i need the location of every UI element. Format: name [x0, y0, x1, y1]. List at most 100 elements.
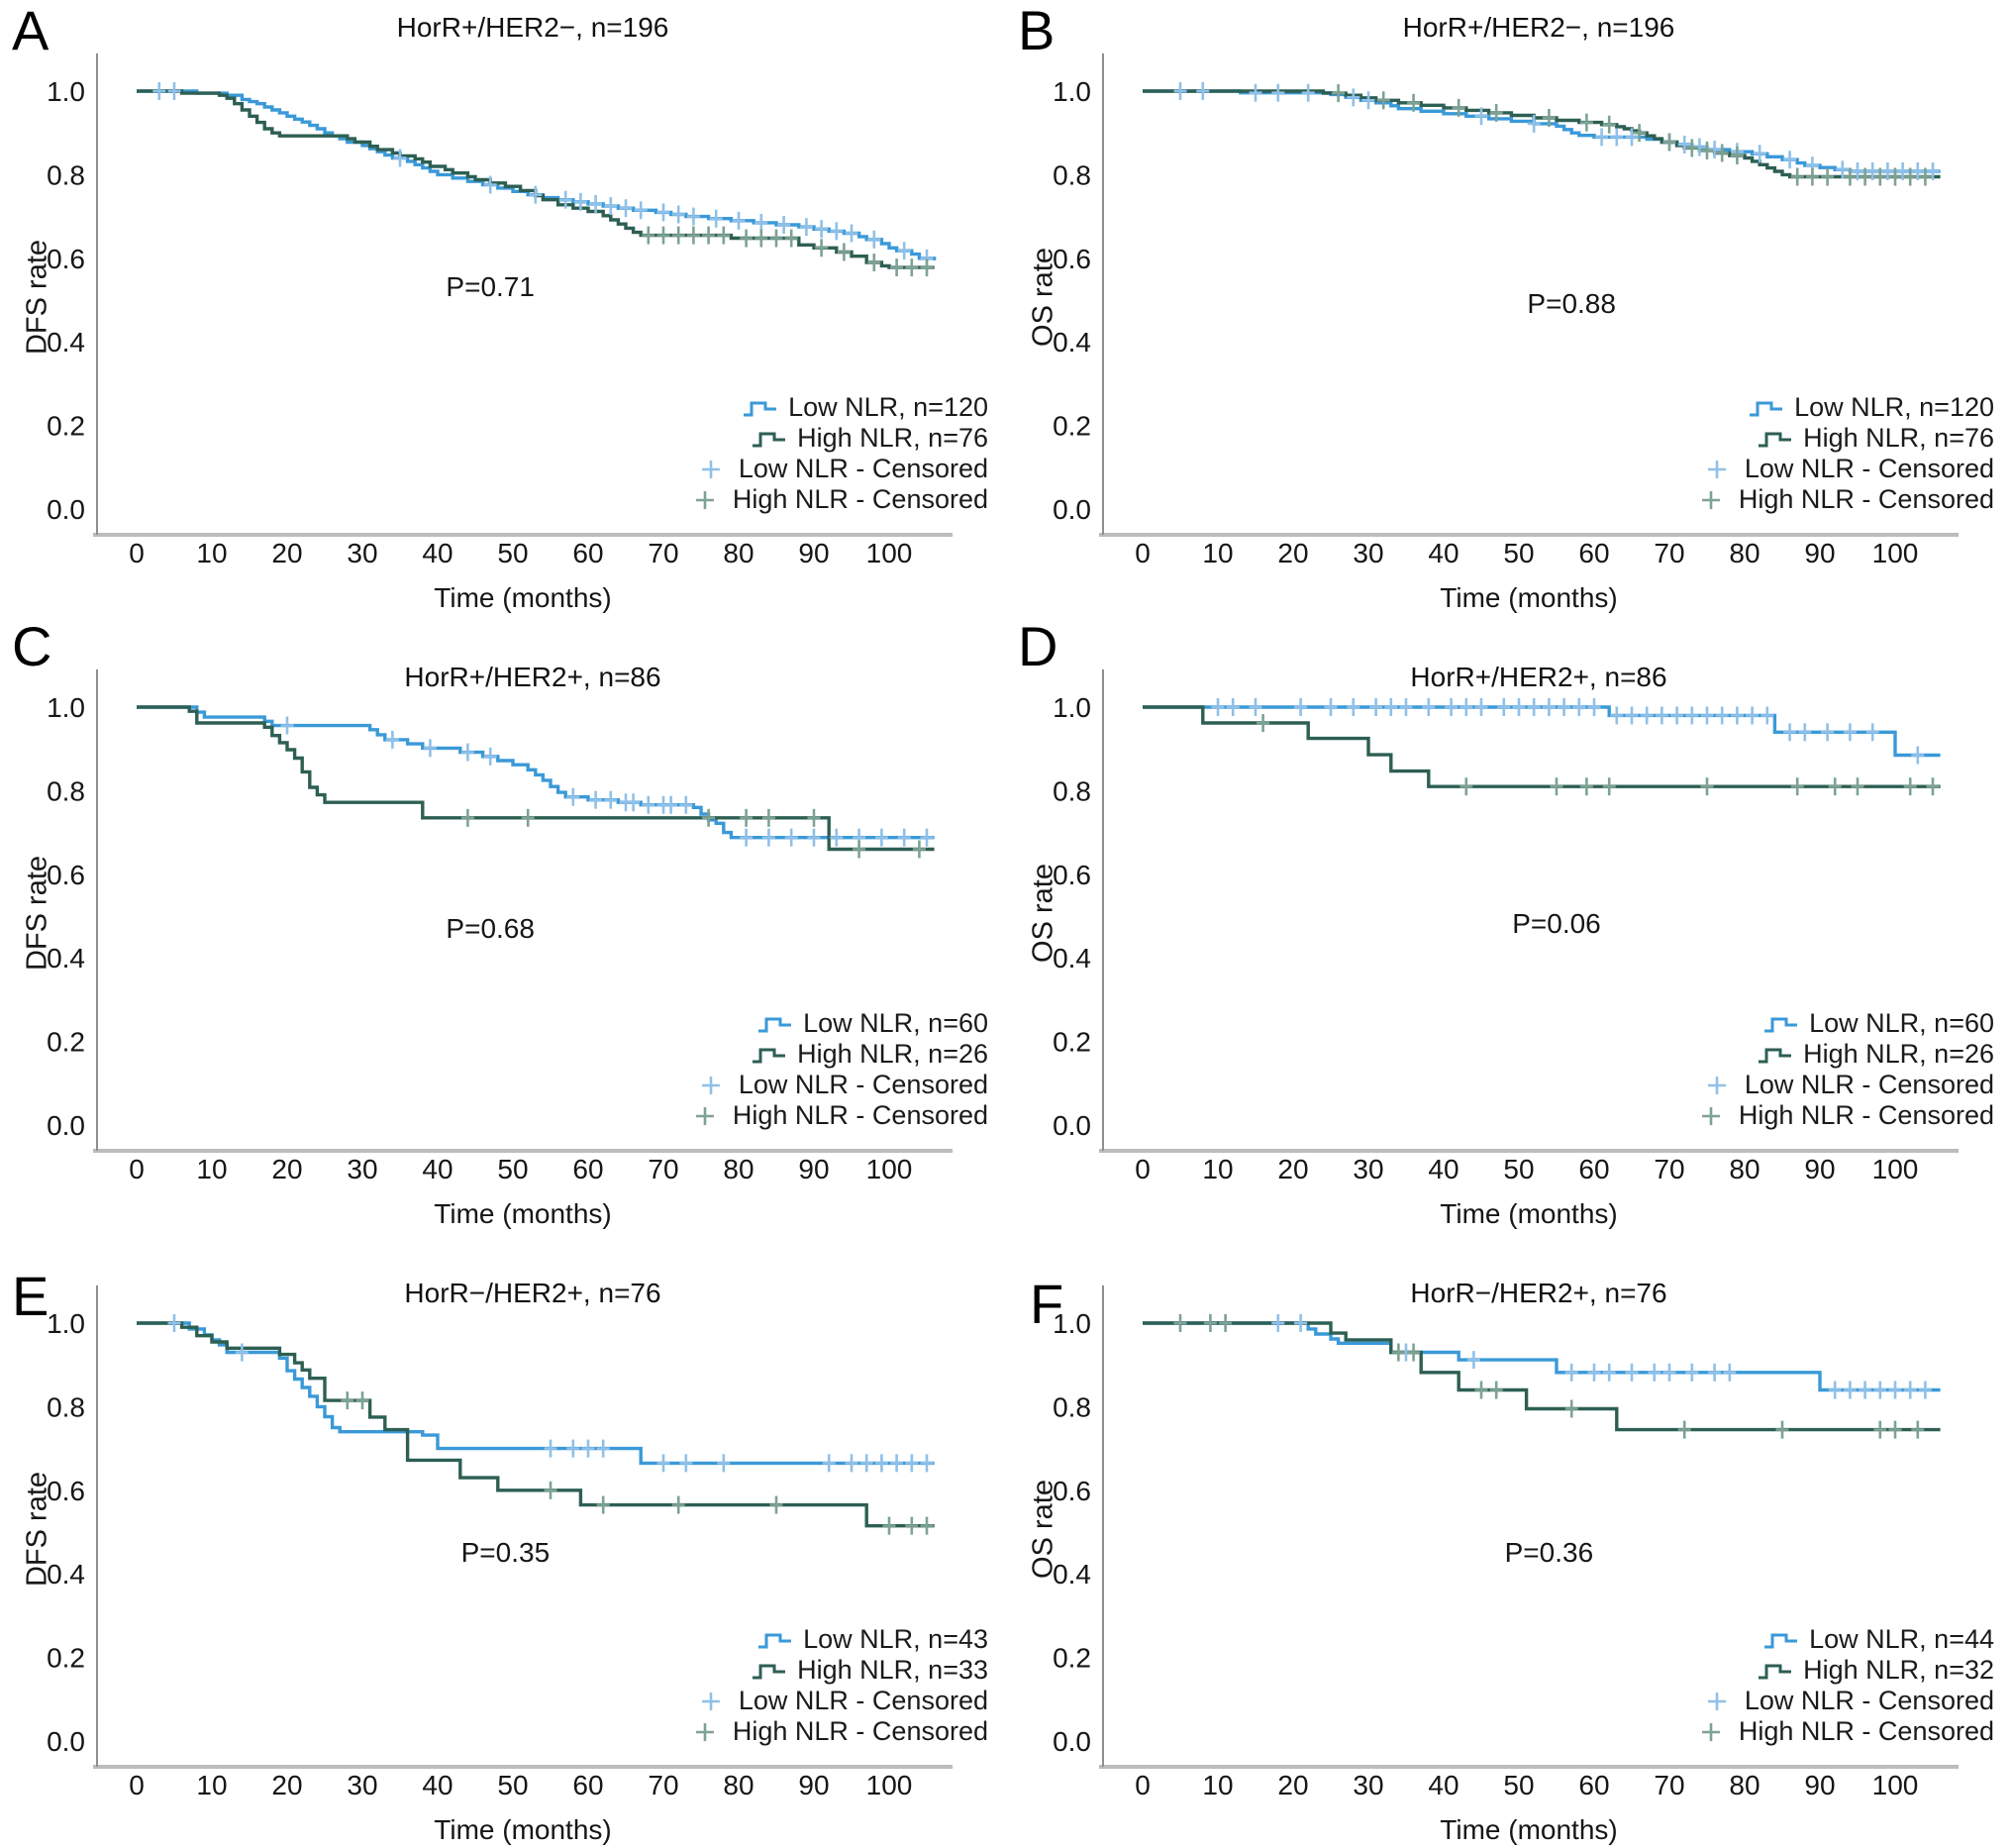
legend-label: Low NLR - Censored	[738, 1070, 988, 1099]
legend-label: High NLR, n=26	[1803, 1039, 1994, 1069]
legend-censored-low-plus-icon	[701, 1076, 720, 1094]
y-tick-label: 0.2	[47, 1643, 85, 1674]
legend-item: High NLR, n=32	[1757, 1655, 1994, 1686]
x-tick-label: 100	[1872, 1154, 1919, 1184]
legend-item: High NLR - Censored	[686, 484, 988, 515]
x-tick-label: 50	[1503, 1154, 1534, 1184]
legend-label: Low NLR - Censored	[1744, 1070, 1994, 1099]
legend-censored-high-plus-icon	[1701, 1722, 1720, 1741]
legend-line-high-nlr-icon	[1759, 432, 1792, 447]
legend-censored-low-plus-icon	[1707, 1076, 1726, 1094]
panel-title: HorR+/HER2+, n=86	[404, 662, 661, 692]
legend-label: High NLR - Censored	[1738, 1100, 1994, 1130]
legend-label: High NLR - Censored	[732, 484, 988, 514]
x-tick-label: 40	[422, 538, 453, 568]
panel-b: B HorR+/HER2−, n=196 OS rate 1.0 0.8 0.6 0.…	[1006, 0, 2012, 616]
x-tick-label: 80	[1729, 1154, 1760, 1184]
x-tick-label: 10	[1202, 1770, 1233, 1800]
y-tick-label: 0.6	[1053, 1476, 1091, 1506]
x-tick-label: 100	[866, 1770, 913, 1800]
panel-letter: B	[1018, 0, 1056, 61]
legend-label: Low NLR, n=120	[1794, 392, 1994, 422]
x-tick-label: 80	[723, 1154, 754, 1184]
x-tick-label: 0	[1135, 1770, 1151, 1800]
legend-item: Low NLR - Censored	[1698, 1070, 1994, 1100]
y-tick-label: 0.4	[47, 327, 85, 358]
km-curve-high-nlr	[137, 89, 935, 269]
legend-label: High NLR, n=33	[797, 1655, 988, 1685]
y-tick-label: 0.0	[47, 1110, 85, 1141]
legend-censored-low-plus-icon	[1707, 460, 1726, 478]
x-tick-label: 70	[648, 1770, 678, 1800]
x-tick-label: 20	[1277, 538, 1308, 568]
legend-item: Low NLR - Censored	[692, 1070, 988, 1100]
legend-item: High NLR - Censored	[1692, 1100, 1994, 1131]
panel-c: C HorR+/HER2+, n=86 DFS rate 1.0 0.8 0.6 0.…	[0, 616, 1006, 1232]
legend-censored-low-plus-icon	[701, 1692, 720, 1710]
legend-line-high-nlr-icon	[1759, 1048, 1792, 1063]
legend-label: Low NLR - Censored	[1744, 1686, 1994, 1715]
y-tick-label: 0.0	[47, 494, 85, 525]
y-tick-label: 0.8	[47, 159, 85, 190]
x-tick-label: 10	[196, 1770, 227, 1800]
legend-label: Low NLR, n=43	[803, 1624, 988, 1654]
km-curve-low-nlr	[137, 705, 935, 840]
x-tick-label: 60	[572, 538, 603, 568]
x-tick-label: 90	[1804, 538, 1835, 568]
km-plot: 1.0 0.8 0.6 0.4 0.2 0.0 0 10 20 30 40 50 60 70 80 90 100	[47, 53, 953, 568]
panel-a: A HorR+/HER2−, n=196 DFS rate 1.0 0.8 0.6 0…	[0, 0, 1006, 616]
x-tick-label: 80	[723, 538, 754, 568]
x-tick-label: 20	[271, 1154, 302, 1184]
legend-item: High NLR - Censored	[1692, 484, 1994, 515]
legend-line-low-nlr-icon	[1764, 1633, 1798, 1648]
x-axis-label: Time (months)	[434, 1198, 612, 1229]
y-tick-label: 0.2	[47, 411, 85, 442]
x-tick-label: 40	[422, 1154, 453, 1184]
legend-item: Low NLR, n=120	[1748, 392, 1994, 423]
x-tick-label: 60	[1578, 1154, 1609, 1184]
x-tick-label: 80	[1729, 538, 1760, 568]
legend-item: Low NLR - Censored	[1698, 454, 1994, 484]
y-tick-label: 0.8	[47, 1391, 85, 1422]
legend: Low NLR, n=120 High NLR, n=76 Low NLR - Ce…	[686, 392, 988, 515]
legend-line-high-nlr-icon	[753, 1664, 786, 1679]
x-tick-label: 0	[1135, 538, 1151, 568]
y-tick-label: 1.0	[47, 1308, 85, 1339]
legend-censored-high-plus-icon	[695, 490, 714, 509]
legend: Low NLR, n=60 High NLR, n=26 Low NLR - Cen…	[686, 1008, 988, 1131]
panel-title: HorR+/HER2−, n=196	[1402, 12, 1675, 43]
km-plot: 1.0 0.8 0.6 0.4 0.2 0.0 0 10 20 30 40 50 60 70 80 90 100	[47, 1285, 953, 1800]
p-value: P=0.36	[1504, 1537, 1594, 1569]
p-value: P=0.71	[446, 271, 535, 303]
km-curve-high-nlr	[137, 705, 935, 852]
x-tick-label: 60	[1578, 538, 1609, 568]
legend-label: Low NLR, n=120	[788, 392, 988, 422]
x-tick-label: 0	[129, 1154, 145, 1184]
legend-label: High NLR - Censored	[732, 1100, 988, 1130]
y-tick-label: 1.0	[47, 692, 85, 723]
y-tick-label: 0.0	[1053, 1726, 1091, 1757]
x-tick-label: 50	[497, 538, 528, 568]
legend-label: Low NLR - Censored	[738, 1686, 988, 1715]
y-tick-label: 0.0	[1053, 1110, 1091, 1141]
legend-label: High NLR, n=76	[1803, 423, 1994, 453]
legend-label: High NLR - Censored	[1738, 484, 1994, 514]
y-tick-label: 0.2	[47, 1027, 85, 1058]
legend-line-high-nlr-icon	[753, 432, 786, 447]
legend-item: High NLR, n=26	[751, 1039, 988, 1070]
x-tick-label: 30	[347, 1154, 377, 1184]
panel-e: E HorR−/HER2+, n=76 DFS rate 1.0 0.8 0.6 0.…	[0, 1232, 1006, 1848]
legend-item: High NLR - Censored	[686, 1716, 988, 1747]
x-tick-label: 60	[572, 1770, 603, 1800]
x-tick-label: 20	[1277, 1770, 1308, 1800]
legend-item: Low NLR, n=43	[756, 1624, 988, 1655]
x-tick-label: 80	[723, 1770, 754, 1800]
km-curve-low-nlr	[1143, 1321, 1941, 1392]
x-tick-label: 50	[1503, 1770, 1534, 1800]
legend-censored-high-plus-icon	[695, 1106, 714, 1125]
x-tick-label: 100	[866, 538, 913, 568]
y-tick-label: 0.8	[1053, 159, 1091, 190]
y-tick-label: 0.2	[1053, 1643, 1091, 1674]
legend-line-high-nlr-icon	[1759, 1664, 1792, 1679]
legend-item: High NLR, n=33	[751, 1655, 988, 1686]
